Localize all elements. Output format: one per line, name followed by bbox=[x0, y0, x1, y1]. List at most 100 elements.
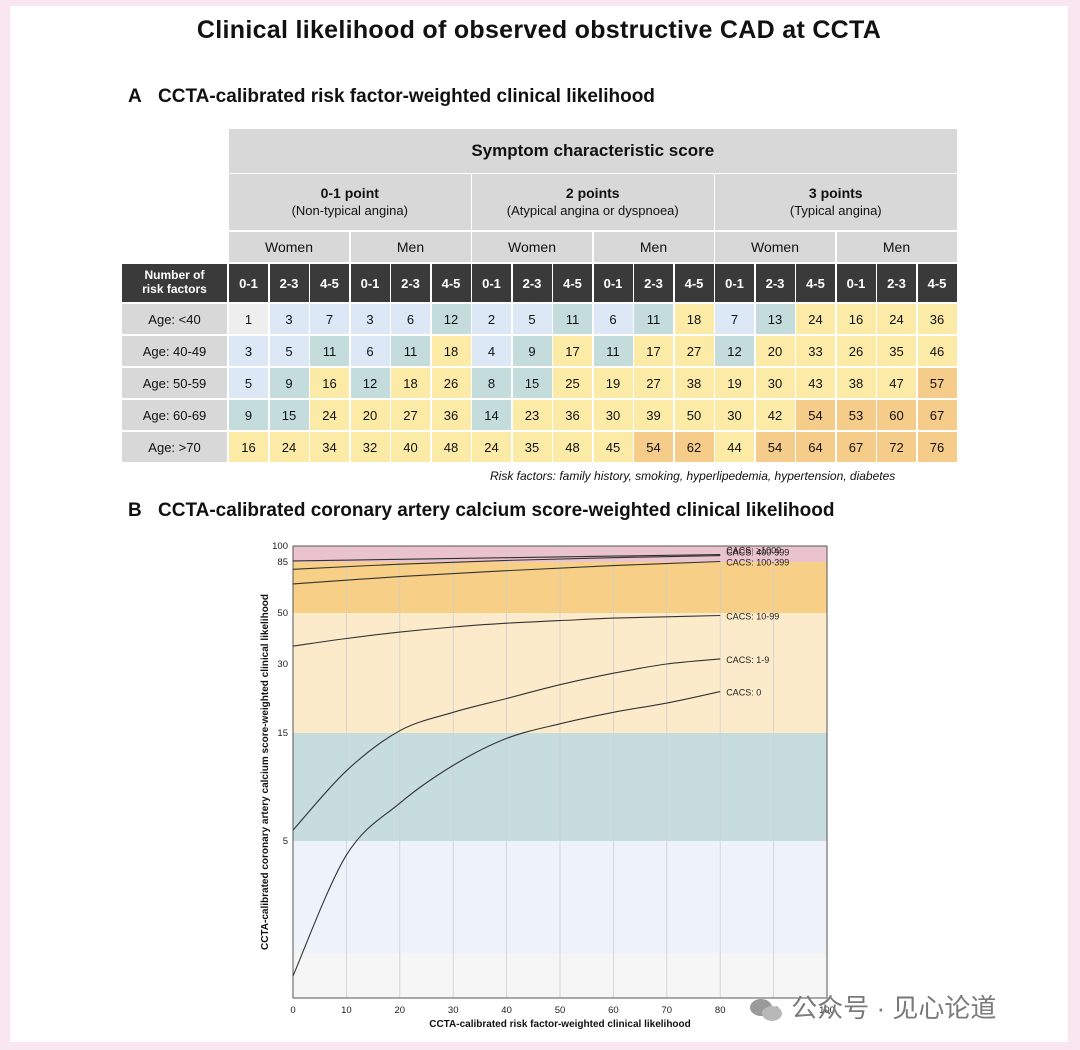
figure-title: Clinical likelihood of observed obstruct… bbox=[196, 16, 882, 44]
symptom-group-header: 2 points (Atypical angina or dyspnoea) bbox=[472, 174, 714, 230]
likelihood-cell: 11 bbox=[634, 304, 673, 334]
likelihood-cell: 30 bbox=[715, 400, 754, 430]
series-line bbox=[292, 614, 721, 647]
likelihood-cell: 62 bbox=[674, 432, 714, 462]
likelihood-cell: 25 bbox=[553, 368, 592, 398]
likelihood-cell: 64 bbox=[796, 432, 835, 462]
risk-factor-col-header: 4-5 bbox=[674, 264, 714, 302]
x-tick-label: 40 bbox=[501, 1005, 512, 1016]
series-line bbox=[292, 691, 721, 977]
likelihood-cell: 32 bbox=[350, 432, 390, 462]
x-tick-label: 50 bbox=[555, 1005, 566, 1016]
likelihood-cell: 48 bbox=[431, 432, 471, 462]
likelihood-cell: 16 bbox=[229, 432, 268, 462]
likelihood-cell: 6 bbox=[350, 336, 390, 366]
likelihood-cell: 76 bbox=[917, 432, 957, 462]
likelihood-cell: 54 bbox=[755, 432, 795, 462]
likelihood-cell: 19 bbox=[593, 368, 633, 398]
likelihood-cell: 1 bbox=[229, 304, 268, 334]
x-tick-label: 10 bbox=[341, 1005, 352, 1016]
likelihood-cell: 35 bbox=[512, 432, 552, 462]
age-row-label: Age: 40-49 bbox=[122, 336, 227, 366]
likelihood-cell: 12 bbox=[715, 336, 754, 366]
series-line bbox=[292, 555, 721, 570]
risk-factor-col-header: 2-3 bbox=[391, 264, 430, 302]
x-axis-label: CCTA-calibrated risk factor-weighted cli… bbox=[429, 1019, 691, 1030]
likelihood-cell: 7 bbox=[310, 304, 349, 334]
likelihood-cell: 15 bbox=[269, 400, 309, 430]
likelihood-cell: 24 bbox=[796, 304, 835, 334]
likelihood-cell: 72 bbox=[877, 432, 916, 462]
panel-b-letter: B bbox=[128, 500, 142, 521]
likelihood-cell: 16 bbox=[836, 304, 876, 334]
likelihood-cell: 54 bbox=[634, 432, 673, 462]
risk-factor-col-header: 2-3 bbox=[877, 264, 916, 302]
likelihood-cell: 5 bbox=[512, 304, 552, 334]
risk-factor-col-header: 4-5 bbox=[431, 264, 471, 302]
likelihood-cell: 3 bbox=[350, 304, 390, 334]
likelihood-cell: 38 bbox=[836, 368, 876, 398]
likelihood-cell: 11 bbox=[553, 304, 592, 334]
risk-factor-col-header: 0-1 bbox=[350, 264, 390, 302]
likelihood-cell: 11 bbox=[593, 336, 633, 366]
likelihood-cell: 35 bbox=[877, 336, 916, 366]
y-tick-label: 85 bbox=[277, 557, 288, 568]
likelihood-cell: 11 bbox=[391, 336, 430, 366]
risk-factor-col-header: 0-1 bbox=[836, 264, 876, 302]
likelihood-cell: 6 bbox=[391, 304, 430, 334]
likelihood-cell: 19 bbox=[715, 368, 754, 398]
likelihood-cell: 16 bbox=[310, 368, 349, 398]
panel-b-title: B CCTA-calibrated coronary artery calcium… bbox=[128, 500, 834, 522]
likelihood-cell: 24 bbox=[310, 400, 349, 430]
risk-factor-col-header: 4-5 bbox=[917, 264, 957, 302]
likelihood-cell: 36 bbox=[917, 304, 957, 334]
watermark: 公众号 · 见心论道 bbox=[750, 988, 996, 1025]
likelihood-cell: 15 bbox=[512, 368, 552, 398]
likelihood-cell: 27 bbox=[634, 368, 673, 398]
x-tick-label: 20 bbox=[395, 1005, 406, 1016]
risk-factor-col-header: 2-3 bbox=[512, 264, 552, 302]
sex-header: Men bbox=[836, 232, 957, 262]
likelihood-cell: 67 bbox=[917, 400, 957, 430]
likelihood-cell: 39 bbox=[634, 400, 673, 430]
y-tick-label: 30 bbox=[277, 659, 288, 670]
likelihood-cell: 3 bbox=[269, 304, 309, 334]
wechat-icon bbox=[750, 997, 784, 1023]
likelihood-cell: 12 bbox=[431, 304, 471, 334]
likelihood-cell: 24 bbox=[472, 432, 511, 462]
y-tick-label: 15 bbox=[277, 728, 288, 739]
y-tick-label: 5 bbox=[283, 836, 288, 847]
likelihood-cell: 3 bbox=[229, 336, 268, 366]
likelihood-cell: 48 bbox=[553, 432, 592, 462]
group-name: 2 points bbox=[565, 185, 620, 202]
likelihood-cell: 24 bbox=[877, 304, 916, 334]
likelihood-cell: 36 bbox=[553, 400, 592, 430]
series-label: CACS: 10-99 bbox=[726, 612, 779, 622]
likelihood-cell: 54 bbox=[796, 400, 835, 430]
likelihood-cell: 6 bbox=[593, 304, 633, 334]
likelihood-cell: 9 bbox=[512, 336, 552, 366]
group-name: 0-1 point bbox=[320, 185, 379, 202]
likelihood-cell: 14 bbox=[472, 400, 511, 430]
age-row-label: Age: <40 bbox=[122, 304, 227, 334]
risk-factor-col-header: 0-1 bbox=[593, 264, 633, 302]
sex-header: Women bbox=[715, 232, 835, 262]
risk-factor-col-header: 4-5 bbox=[310, 264, 349, 302]
likelihood-cell: 11 bbox=[310, 336, 349, 366]
panel-a-title: A CCTA-calibrated risk factor-weighted cl… bbox=[128, 86, 655, 108]
series-line bbox=[292, 658, 721, 831]
risk-factor-col-header: 2-3 bbox=[755, 264, 795, 302]
symptom-group-header: 3 points (Typical angina) bbox=[715, 174, 957, 230]
likelihood-cell: 26 bbox=[431, 368, 471, 398]
likelihood-cell: 38 bbox=[674, 368, 714, 398]
plot-frame bbox=[292, 545, 828, 999]
risk-factor-col-header: 0-1 bbox=[229, 264, 268, 302]
risk-factors-note: Risk factors: family history, smoking, h… bbox=[490, 469, 896, 483]
x-tick-label: 0 bbox=[290, 1005, 295, 1016]
likelihood-cell: 5 bbox=[229, 368, 268, 398]
risk-factor-row-header: Number of risk factors bbox=[122, 264, 227, 302]
sex-header: Women bbox=[229, 232, 349, 262]
series-label: CACS: 100-399 bbox=[726, 557, 789, 567]
likelihood-cell: 34 bbox=[310, 432, 349, 462]
